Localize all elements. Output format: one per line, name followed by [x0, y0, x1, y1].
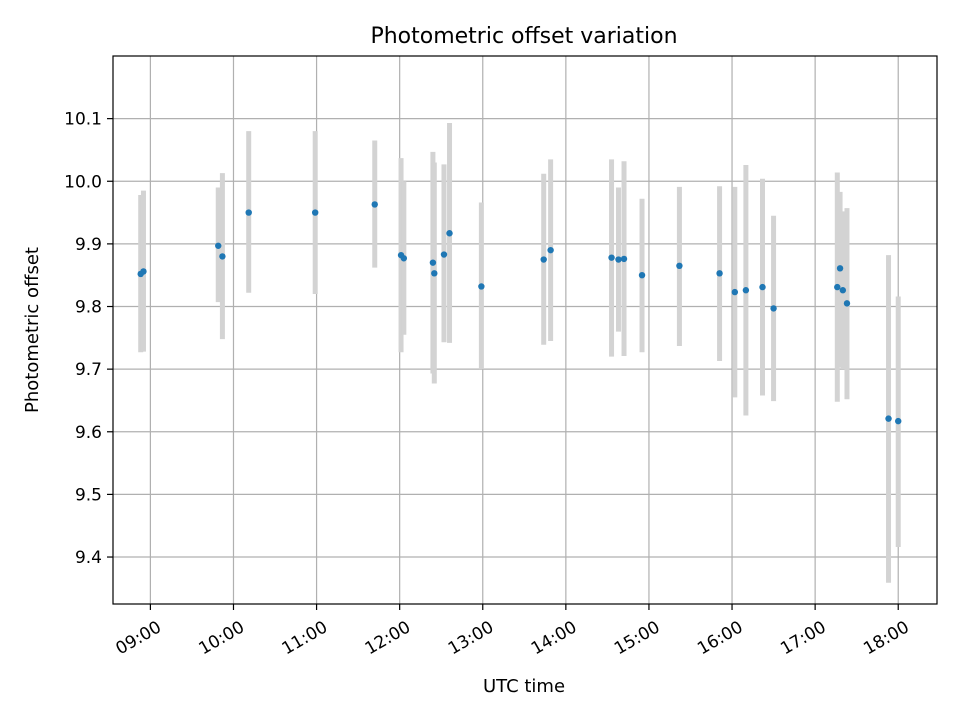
chart-title: Photometric offset variation — [370, 24, 677, 49]
data-point — [834, 283, 841, 291]
x-axis-ticks: 09:00 10:00 11:00 12:00 13:00 14:00 15:00 16:00… — [112, 604, 913, 659]
data-point — [885, 415, 892, 422]
data-point — [638, 272, 646, 279]
data-point — [446, 230, 453, 237]
data-point — [400, 255, 408, 262]
x-tick-label: 17:00 — [777, 617, 829, 659]
y-tick-label: 9.9 — [75, 235, 102, 255]
data-point — [620, 255, 628, 263]
data-point — [615, 256, 622, 263]
data-point — [478, 283, 485, 290]
x-tick-label: 09:00 — [112, 617, 164, 659]
x-tick-label: 18:00 — [860, 617, 912, 659]
data-point — [311, 209, 319, 216]
x-tick-label: 16:00 — [694, 617, 746, 659]
x-tick-label: 13:00 — [445, 617, 497, 659]
y-tick-label: 9.6 — [75, 423, 102, 443]
data-point — [895, 417, 902, 425]
data-point — [245, 209, 252, 216]
data-point — [429, 259, 437, 266]
y-axis-label: Photometric offset — [22, 247, 43, 413]
data-point — [843, 300, 851, 307]
data-point — [547, 246, 554, 254]
data-point — [431, 270, 438, 277]
data-point — [140, 268, 147, 275]
data-point — [219, 253, 226, 260]
data-point — [839, 287, 847, 294]
data-point — [742, 287, 750, 294]
data-point — [440, 251, 448, 258]
data-point — [836, 265, 844, 272]
data-point — [759, 283, 766, 291]
error-bars — [138, 123, 901, 583]
data-point — [676, 262, 683, 270]
data-point — [371, 201, 378, 208]
y-tick-label: 10.0 — [64, 172, 102, 192]
data-points — [137, 201, 902, 425]
data-point — [731, 288, 739, 296]
data-point — [215, 242, 222, 249]
x-tick-label: 15:00 — [611, 617, 663, 659]
y-tick-label: 9.7 — [75, 360, 102, 380]
x-tick-label: 14:00 — [528, 617, 580, 659]
x-tick-label: 11:00 — [279, 617, 331, 659]
data-point — [716, 270, 723, 277]
y-tick-label: 9.5 — [75, 485, 102, 505]
plot-frame — [112, 55, 938, 605]
grid-lines — [113, 56, 937, 604]
data-point — [608, 254, 615, 261]
y-tick-label: 9.8 — [75, 298, 102, 318]
x-tick-label: 10:00 — [196, 617, 248, 659]
data-point — [770, 305, 777, 312]
y-tick-label: 10.1 — [64, 110, 102, 130]
x-tick-label: 12:00 — [362, 617, 414, 659]
y-axis-ticks: 9.4 9.5 9.6 9.7 9.8 9.9 10.0 10.1 — [64, 110, 113, 568]
data-point — [540, 256, 547, 263]
x-axis-label: UTC time — [483, 676, 565, 697]
y-tick-label: 9.4 — [75, 548, 102, 568]
